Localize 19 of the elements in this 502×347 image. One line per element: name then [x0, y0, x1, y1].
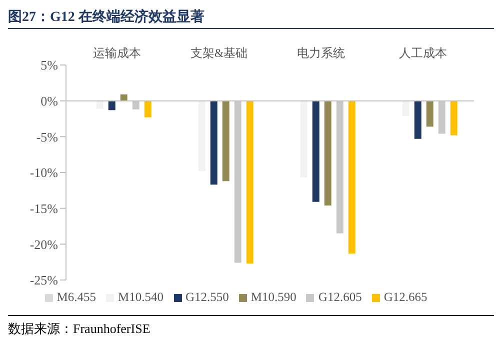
legend-label: M10.590: [250, 290, 296, 304]
source-note: 数据来源：FraunhoferISE: [8, 320, 152, 338]
x-tick-label: 支架&基础: [190, 46, 248, 60]
y-tick-label: 5%: [40, 58, 58, 73]
legend-label: M6.455: [56, 290, 96, 304]
y-tick-label: -15%: [30, 200, 58, 216]
x-tick-label: 人工成本: [399, 46, 447, 60]
legend-label: M10.540: [118, 290, 164, 304]
y-tick-label: -5%: [36, 129, 58, 144]
y-tick-label: -25%: [30, 272, 58, 288]
y-tick-label: -10%: [30, 165, 58, 180]
legend-label: G12.550: [186, 290, 229, 304]
x-tick-label: 运输成本: [93, 46, 141, 60]
x-tick-label: 电力系统: [297, 46, 345, 60]
legend-label: G12.605: [318, 290, 362, 304]
y-tick-label: 0%: [40, 93, 58, 108]
legend-label: G12.665: [384, 290, 428, 304]
chart-title: 图27：G12 在终端经济效益显著: [8, 8, 494, 29]
y-tick-label: -20%: [30, 236, 58, 252]
